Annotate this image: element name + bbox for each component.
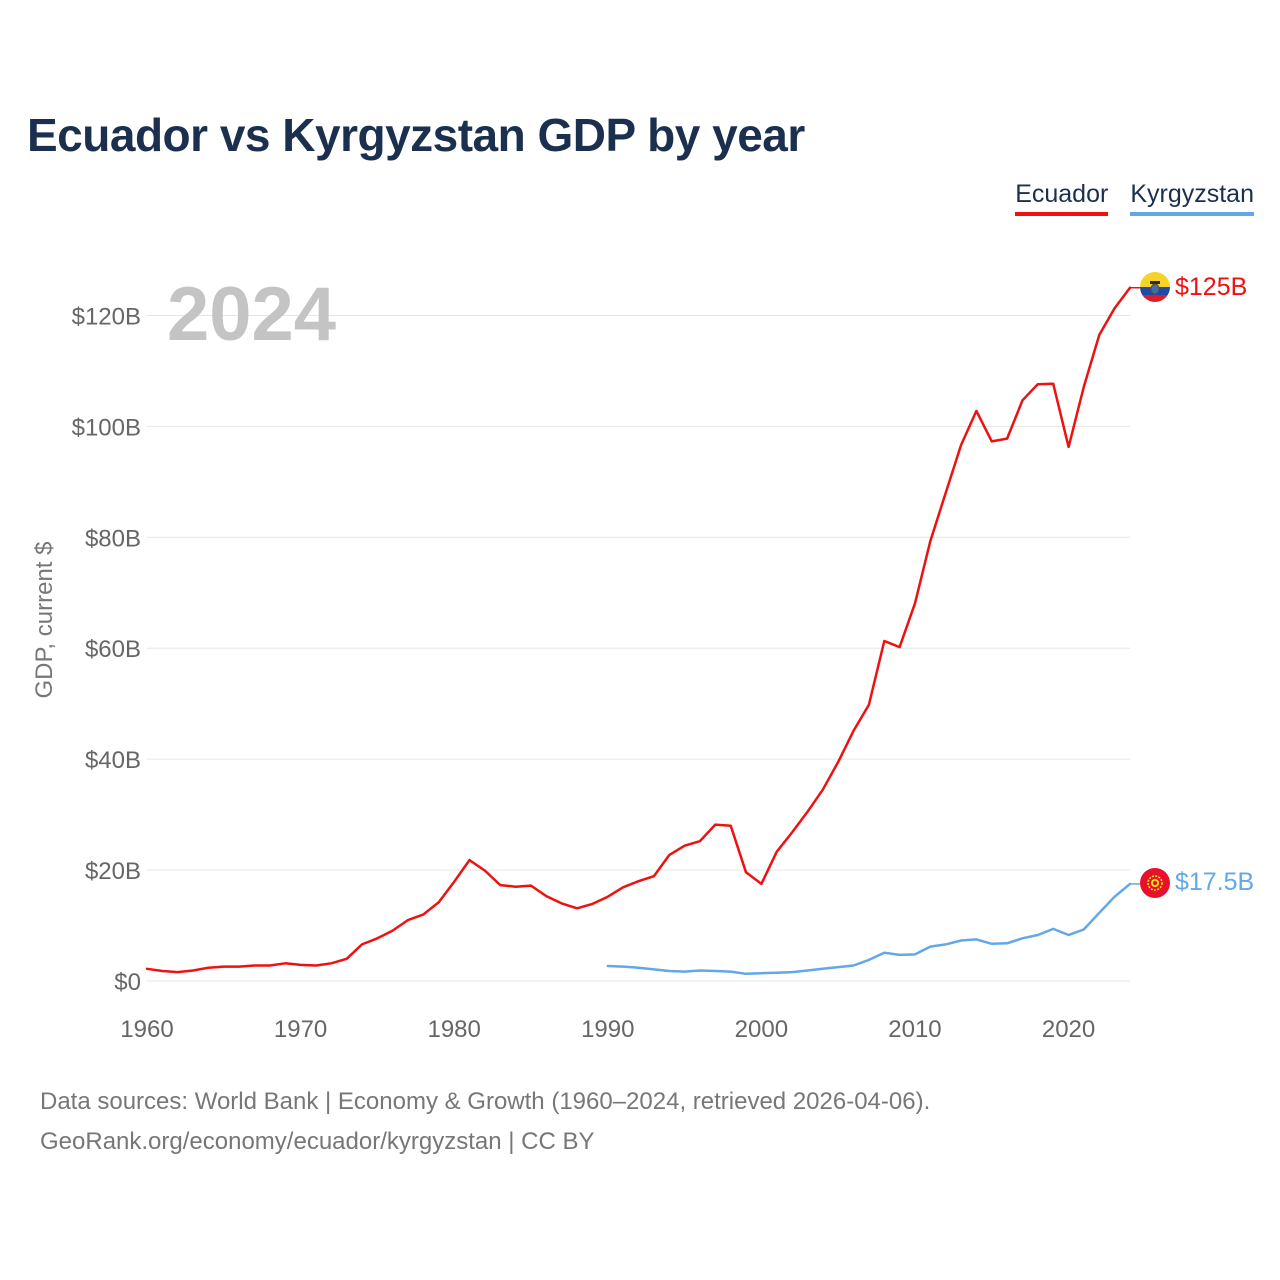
footer: Data sources: World Bank | Economy & Gro… xyxy=(40,1082,930,1162)
y-tick-label: $40B xyxy=(85,747,141,774)
y-axis-label: GDP, current $ xyxy=(31,542,58,699)
y-tick-label: $20B xyxy=(85,858,141,885)
x-tick-label: 1970 xyxy=(274,1016,327,1043)
series-lines xyxy=(145,286,1140,976)
line-chart: 2024 $0$20B$40B$60B$80B$100B$120B 1960 19… xyxy=(31,272,1254,1043)
y-axis: $0 $20B $40B $60B $80B $100B $120B xyxy=(72,303,141,996)
x-tick-label: 2020 xyxy=(1042,1016,1095,1043)
y-tick-label: $60B xyxy=(85,636,141,663)
x-tick-label: 1990 xyxy=(581,1016,634,1043)
year-watermark: 2024 xyxy=(167,272,336,357)
x-axis: 1960 1970 1980 1990 2000 2010 2020 xyxy=(120,1016,1095,1043)
y-tick-label: $120B xyxy=(72,303,141,330)
gridlines xyxy=(147,314,1130,982)
flag-ecuador-icon xyxy=(1140,272,1170,302)
legend-item-ecuador[interactable]: Ecuador xyxy=(1015,180,1109,216)
credit-link[interactable]: GeoRank.org/economy/ecuador/kyrgyzstan |… xyxy=(40,1128,595,1155)
x-tick-label: 2010 xyxy=(888,1016,941,1043)
data-sources: Data sources: World Bank | Economy & Gro… xyxy=(40,1088,931,1115)
series-line-kyrgyzstan xyxy=(606,882,1132,976)
series-line-ecuador xyxy=(145,286,1132,974)
x-tick-label: 2000 xyxy=(735,1016,788,1043)
y-tick-label: $80B xyxy=(85,525,141,552)
end-label-ecuador: $125B xyxy=(1175,273,1247,301)
x-tick-label: 1960 xyxy=(120,1016,173,1043)
end-label-kyrgyzstan: $17.5B xyxy=(1175,868,1254,896)
y-tick-label: $100B xyxy=(72,414,141,441)
y-tick-label: $0 xyxy=(114,969,141,996)
x-tick-label: 1980 xyxy=(427,1016,480,1043)
flag-kyrgyzstan-icon xyxy=(1140,868,1170,898)
chart-title: Ecuador vs Kyrgyzstan GDP by year xyxy=(27,109,805,161)
legend: Ecuador Kyrgyzstan xyxy=(1015,180,1254,216)
legend-item-kyrgyzstan[interactable]: Kyrgyzstan xyxy=(1130,180,1254,216)
